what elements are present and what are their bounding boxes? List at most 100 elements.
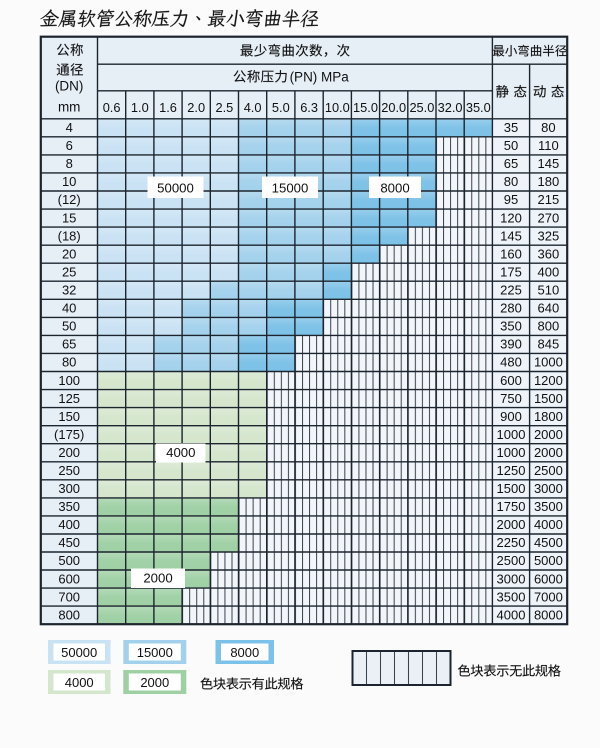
svg-text:1000: 1000 <box>534 355 563 370</box>
svg-text:4000: 4000 <box>497 607 526 622</box>
svg-text:4000: 4000 <box>166 445 195 460</box>
svg-text:8000: 8000 <box>380 181 409 196</box>
svg-text:2500: 2500 <box>497 553 526 568</box>
svg-text:510: 510 <box>538 283 560 298</box>
svg-text:6.3: 6.3 <box>300 100 318 115</box>
svg-text:100: 100 <box>58 373 80 388</box>
svg-text:50000: 50000 <box>61 645 97 660</box>
svg-text:350: 350 <box>58 499 80 514</box>
svg-text:2250: 2250 <box>497 535 526 550</box>
svg-text:600: 600 <box>58 571 80 586</box>
svg-text:1800: 1800 <box>534 409 563 424</box>
svg-text:2000: 2000 <box>534 427 563 442</box>
svg-text:15: 15 <box>62 210 76 225</box>
svg-text:35: 35 <box>504 120 518 135</box>
svg-text:110: 110 <box>538 138 559 153</box>
svg-text:4500: 4500 <box>534 535 563 550</box>
svg-text:300: 300 <box>58 481 80 496</box>
svg-text:(PN) MPa: (PN) MPa <box>290 69 350 84</box>
svg-text:3000: 3000 <box>497 571 526 586</box>
svg-text:80: 80 <box>62 355 76 370</box>
svg-text:65: 65 <box>504 156 518 171</box>
svg-text:145: 145 <box>500 228 522 243</box>
svg-text:1000: 1000 <box>497 445 526 460</box>
svg-text:125: 125 <box>58 391 80 406</box>
svg-text:750: 750 <box>500 391 522 406</box>
svg-text:15.0: 15.0 <box>353 100 378 115</box>
svg-text:50: 50 <box>62 319 76 334</box>
svg-text:900: 900 <box>500 409 522 424</box>
svg-text:95: 95 <box>504 192 518 207</box>
svg-text:4.0: 4.0 <box>244 100 262 115</box>
svg-text:0.6: 0.6 <box>103 100 121 115</box>
svg-text:1250: 1250 <box>497 463 526 478</box>
svg-text:15000: 15000 <box>272 181 309 196</box>
svg-text:280: 280 <box>500 301 522 316</box>
svg-text:150: 150 <box>58 409 80 424</box>
svg-text:5000: 5000 <box>534 553 563 568</box>
svg-text:225: 225 <box>500 283 522 298</box>
svg-text:15000: 15000 <box>137 645 173 660</box>
svg-text:7000: 7000 <box>534 589 563 604</box>
svg-text:10.0: 10.0 <box>325 100 350 115</box>
svg-text:6: 6 <box>66 138 73 153</box>
svg-text:2000: 2000 <box>497 517 526 532</box>
svg-text:500: 500 <box>58 553 80 568</box>
svg-text:200: 200 <box>58 445 80 460</box>
svg-text:400: 400 <box>58 517 80 532</box>
svg-text:50: 50 <box>504 138 518 153</box>
svg-text:1200: 1200 <box>534 373 563 388</box>
svg-text:800: 800 <box>58 607 80 622</box>
svg-text:360: 360 <box>538 246 560 261</box>
svg-text:120: 120 <box>500 210 522 225</box>
svg-text:2.5: 2.5 <box>216 100 234 115</box>
svg-text:(18): (18) <box>58 228 81 243</box>
svg-text:20: 20 <box>62 246 76 261</box>
svg-text:8000: 8000 <box>534 607 563 622</box>
svg-text:4: 4 <box>66 120 73 135</box>
svg-text:25: 25 <box>62 264 76 279</box>
svg-text:325: 325 <box>538 228 560 243</box>
svg-text:250: 250 <box>58 463 80 478</box>
svg-text:50000: 50000 <box>157 181 194 196</box>
svg-text:65: 65 <box>62 337 76 352</box>
svg-text:845: 845 <box>538 337 560 352</box>
svg-text:25.0: 25.0 <box>409 100 434 115</box>
svg-text:1.0: 1.0 <box>131 100 149 115</box>
svg-text:35.0: 35.0 <box>466 100 491 115</box>
svg-text:1.6: 1.6 <box>159 100 177 115</box>
svg-text:640: 640 <box>538 301 560 316</box>
svg-text:3500: 3500 <box>497 589 526 604</box>
svg-text:1500: 1500 <box>497 481 526 496</box>
svg-text:270: 270 <box>538 210 560 225</box>
svg-text:2000: 2000 <box>534 445 563 460</box>
svg-text:450: 450 <box>58 535 80 550</box>
svg-text:160: 160 <box>500 246 522 261</box>
svg-text:5.0: 5.0 <box>272 100 290 115</box>
svg-text:4000: 4000 <box>534 517 563 532</box>
svg-text:700: 700 <box>58 589 80 604</box>
svg-text:480: 480 <box>500 355 522 370</box>
svg-text:20.0: 20.0 <box>381 100 406 115</box>
svg-text:215: 215 <box>538 192 560 207</box>
svg-text:350: 350 <box>500 319 522 334</box>
svg-text:32: 32 <box>62 283 76 298</box>
svg-text:(DN): (DN) <box>55 79 84 94</box>
svg-text:80: 80 <box>541 120 555 135</box>
svg-text:400: 400 <box>538 264 560 279</box>
svg-text:145: 145 <box>538 156 560 171</box>
svg-text:80: 80 <box>504 174 518 189</box>
svg-text:8000: 8000 <box>230 645 259 660</box>
svg-text:2500: 2500 <box>534 463 563 478</box>
svg-text:10: 10 <box>62 174 76 189</box>
svg-text:180: 180 <box>538 174 560 189</box>
svg-text:1750: 1750 <box>497 499 526 514</box>
svg-text:2000: 2000 <box>143 571 172 586</box>
svg-text:40: 40 <box>62 301 76 316</box>
svg-text:2.0: 2.0 <box>187 100 205 115</box>
svg-text:(175): (175) <box>54 427 84 442</box>
svg-text:2000: 2000 <box>140 675 169 690</box>
svg-text:800: 800 <box>538 319 560 334</box>
svg-text:3500: 3500 <box>534 499 563 514</box>
svg-text:175: 175 <box>500 264 522 279</box>
